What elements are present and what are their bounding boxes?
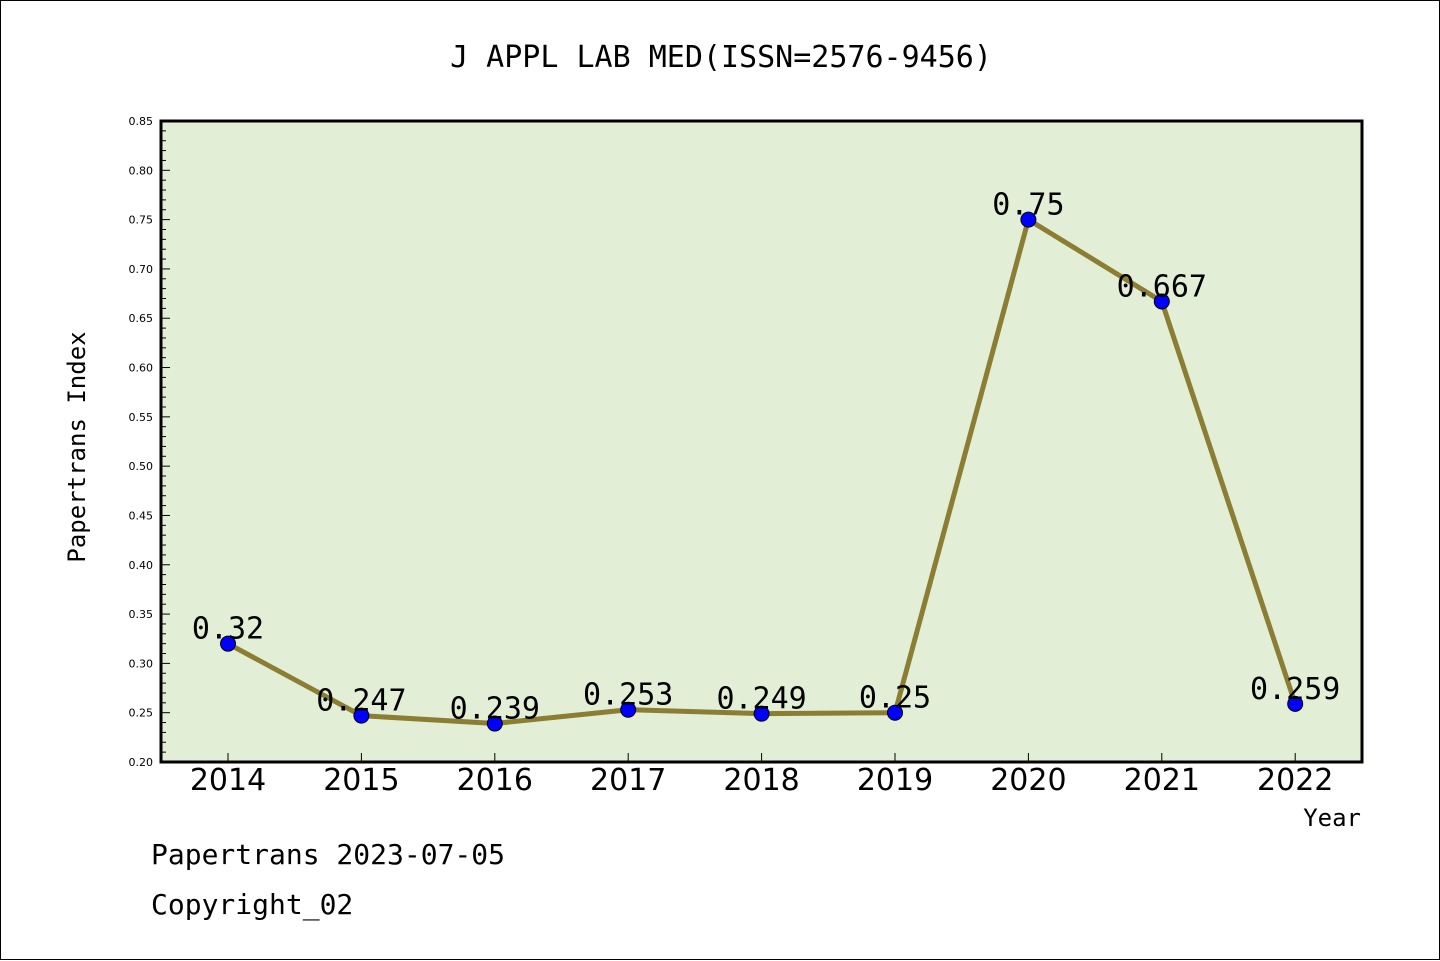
data-point (353, 707, 370, 724)
y-tick-label: 0.25 (129, 707, 154, 720)
data-point (220, 635, 236, 652)
data-label: 0.259 (1250, 672, 1340, 707)
x-axis: 2014 2015 2016 2017 2018 2019 2020 2021 2022 (190, 753, 1333, 798)
data-label: 0.249 (716, 682, 806, 717)
y-tick-label: 0.45 (129, 509, 154, 522)
data-point (1287, 695, 1304, 712)
data-label: 0.75 (992, 188, 1064, 223)
data-label: 0.25 (859, 681, 931, 716)
data-point (753, 705, 770, 722)
y-tick-label: 0.20 (129, 756, 154, 769)
y-tick-label: 0.35 (129, 608, 154, 621)
data-label: 0.667 (1117, 269, 1207, 304)
y-tick-label: 0.65 (129, 312, 154, 325)
data-point (486, 715, 503, 732)
x-tick-label: 2015 (323, 763, 399, 798)
y-tick-label: 0.80 (129, 164, 154, 177)
y-tick-label: 0.50 (129, 460, 154, 473)
y-axis-label: Papertrans Index (63, 331, 91, 562)
y-tick-label: 0.55 (129, 411, 154, 424)
x-tick-label: 2014 (190, 763, 266, 798)
data-label: 0.253 (583, 678, 673, 713)
x-tick-label: 2022 (1257, 763, 1333, 798)
y-axis: 0.20 0.25 0.30 0.35 0.40 0.45 0.50 0.55 0.60 0.65… (129, 115, 170, 769)
series-line: 0.32 0.247 0.239 0.253 0.249 0.25 0.75 0.667 0.2… (192, 188, 1340, 732)
plot-area (159, 119, 1364, 764)
y-tick-label: 0.75 (129, 214, 154, 227)
data-point (620, 701, 637, 718)
y-tick-label: 0.70 (129, 263, 154, 276)
data-point (887, 704, 903, 721)
x-tick-label: 2020 (990, 763, 1066, 798)
data-label: 0.32 (192, 612, 264, 647)
data-label: 0.239 (450, 692, 540, 727)
y-tick-label: 0.40 (129, 559, 154, 572)
x-tick-label: 2017 (590, 763, 666, 798)
data-point (1153, 293, 1170, 310)
chart-title: J APPL LAB MED(ISSN=2576-9456) (450, 40, 992, 75)
y-tick-label: 0.30 (129, 657, 154, 670)
x-tick-label: 2016 (457, 763, 533, 798)
data-point (1020, 211, 1037, 228)
x-tick-label: 2019 (857, 763, 933, 798)
footer-source: Papertrans 2023-07-05 (151, 838, 505, 871)
y-tick-label: 0.60 (129, 362, 154, 375)
footer-copyright: Copyright_02 (151, 888, 353, 922)
y-tick-label: 0.85 (129, 115, 154, 128)
x-tick-label: 2021 (1124, 763, 1200, 798)
x-axis-label: Year (1303, 804, 1361, 832)
data-label: 0.247 (316, 684, 406, 719)
x-tick-label: 2018 (723, 763, 799, 798)
